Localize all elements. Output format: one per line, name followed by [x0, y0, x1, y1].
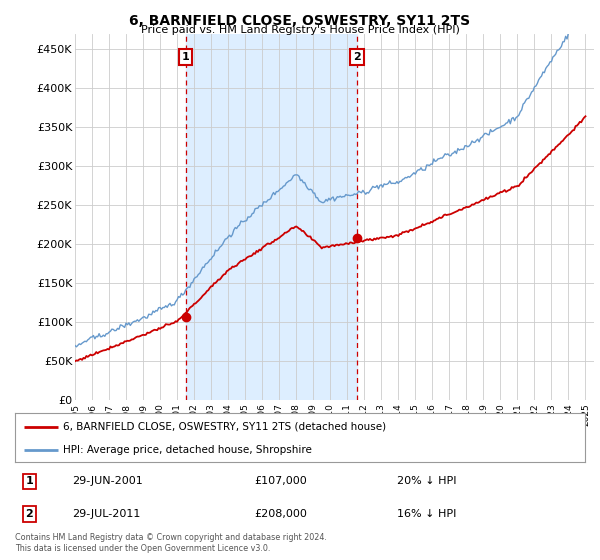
- Text: Contains HM Land Registry data © Crown copyright and database right 2024.
This d: Contains HM Land Registry data © Crown c…: [15, 533, 327, 553]
- Text: Price paid vs. HM Land Registry's House Price Index (HPI): Price paid vs. HM Land Registry's House …: [140, 25, 460, 35]
- Bar: [185, 34, 357, 400]
- Text: 2: 2: [25, 509, 33, 519]
- Text: 6, BARNFIELD CLOSE, OSWESTRY, SY11 2TS: 6, BARNFIELD CLOSE, OSWESTRY, SY11 2TS: [130, 14, 470, 28]
- Text: £107,000: £107,000: [254, 477, 307, 486]
- Text: 1: 1: [25, 477, 33, 486]
- Text: 1: 1: [182, 52, 190, 62]
- Text: £208,000: £208,000: [254, 509, 307, 519]
- Text: 16% ↓ HPI: 16% ↓ HPI: [397, 509, 456, 519]
- Text: 20% ↓ HPI: 20% ↓ HPI: [397, 477, 457, 486]
- Text: HPI: Average price, detached house, Shropshire: HPI: Average price, detached house, Shro…: [64, 445, 313, 455]
- Text: 29-JUN-2001: 29-JUN-2001: [72, 477, 143, 486]
- Text: 29-JUL-2011: 29-JUL-2011: [72, 509, 140, 519]
- Text: 2: 2: [353, 52, 361, 62]
- Text: 6, BARNFIELD CLOSE, OSWESTRY, SY11 2TS (detached house): 6, BARNFIELD CLOSE, OSWESTRY, SY11 2TS (…: [64, 422, 386, 432]
